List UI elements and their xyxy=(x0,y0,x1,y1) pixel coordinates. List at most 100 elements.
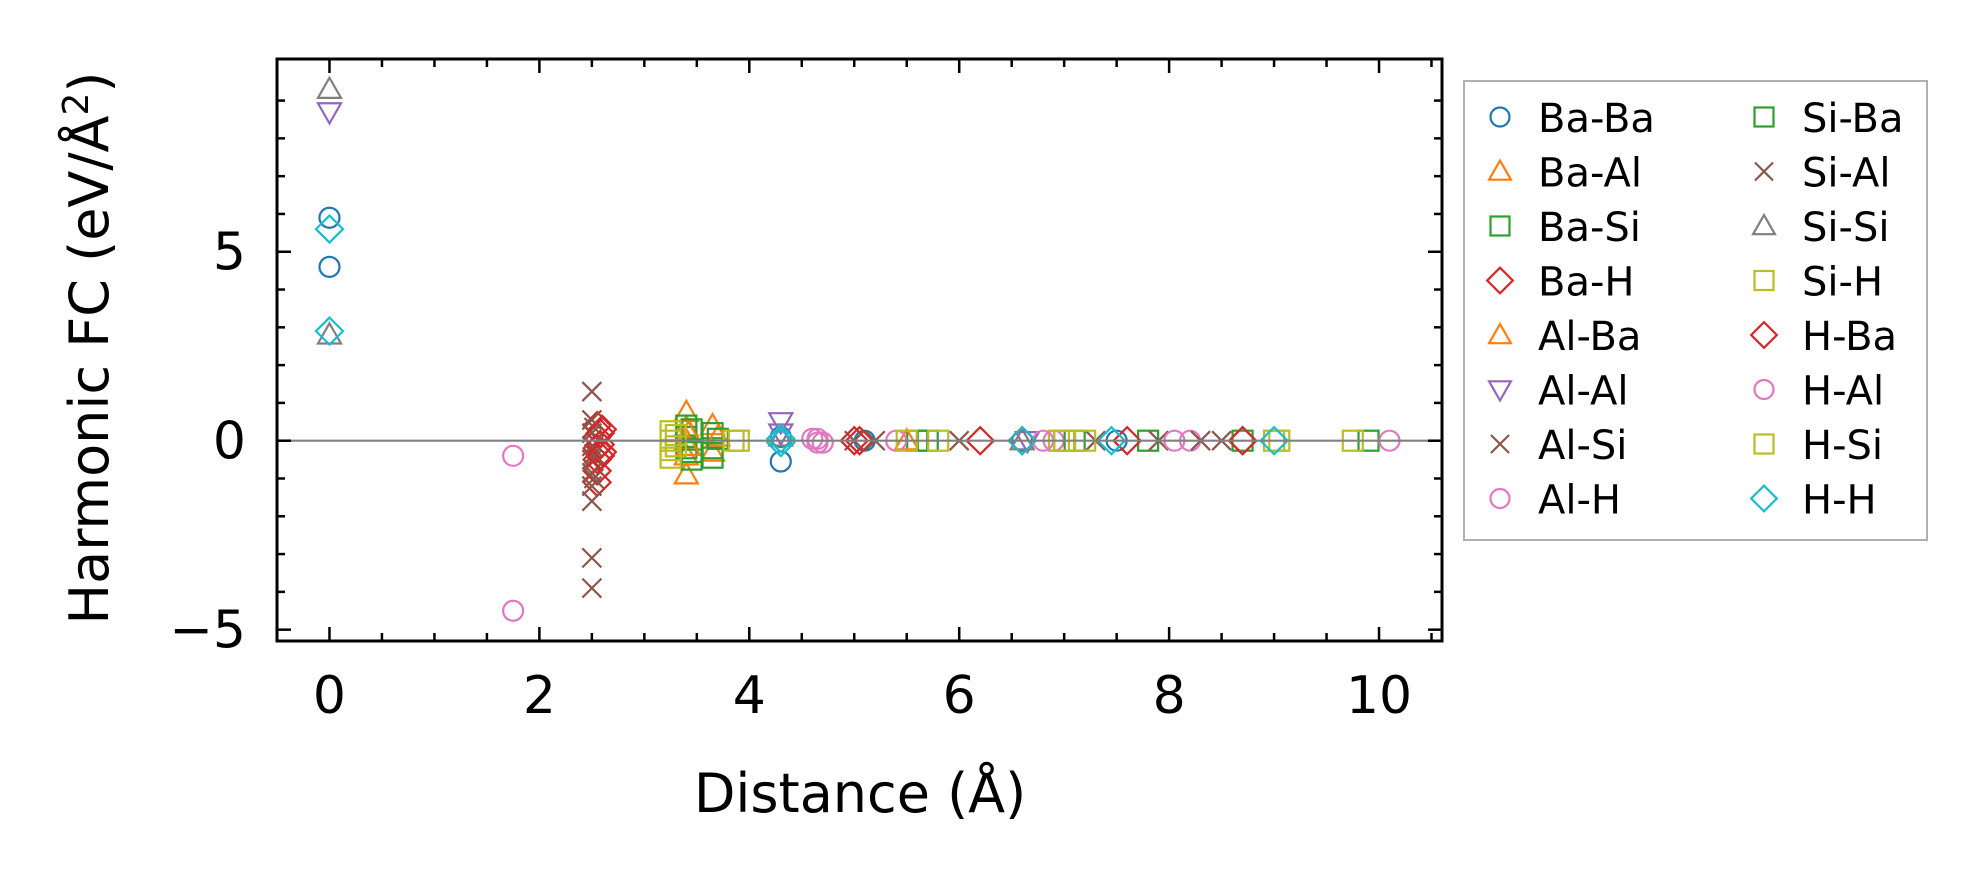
data-point xyxy=(1112,425,1143,456)
legend-label: Si-Ba xyxy=(1802,96,1903,142)
series-si-si xyxy=(316,75,1036,451)
x-tick-label: 0 xyxy=(313,666,346,726)
legend-item: H-Ba xyxy=(1749,314,1897,360)
data-point xyxy=(664,423,687,447)
legend-item: H-Al xyxy=(1753,369,1884,415)
legend-marker xyxy=(1489,215,1511,237)
legend-marker xyxy=(1489,106,1511,128)
series-al-al xyxy=(316,102,1041,455)
data-point xyxy=(1259,425,1290,456)
legend-frame xyxy=(1463,80,1928,541)
data-point xyxy=(765,427,796,458)
legend-item: Ba-Ba xyxy=(1489,96,1655,142)
legend-marker xyxy=(1487,380,1513,403)
series-al-ba xyxy=(675,419,921,457)
axis-ticks xyxy=(275,59,1442,641)
series-h-h xyxy=(314,214,1290,458)
data-point xyxy=(318,255,341,278)
legend-item: Ba-Si xyxy=(1489,205,1641,251)
data-point xyxy=(839,425,870,456)
data-point xyxy=(314,214,345,245)
legend-marker xyxy=(1753,433,1775,455)
data-point xyxy=(314,316,345,347)
legend-label: H-Si xyxy=(1802,423,1883,469)
legend-item: Si-Si xyxy=(1751,205,1889,251)
legend-label: Al-Al xyxy=(1538,369,1629,415)
legend-label: Si-Al xyxy=(1802,151,1891,197)
legend-item: Al-Si xyxy=(1490,423,1627,469)
legend-item: Al-H xyxy=(1489,478,1621,524)
legend-item: Al-Ba xyxy=(1487,314,1641,360)
data-point xyxy=(581,577,603,599)
y-tick-label: −5 xyxy=(169,601,246,661)
data-point xyxy=(582,455,613,486)
legend-label: Ba-Al xyxy=(1538,151,1642,197)
x-axis-label: Distance (Å) xyxy=(694,761,1026,825)
legend-marker xyxy=(1485,266,1515,295)
legend-label: Ba-H xyxy=(1538,260,1634,306)
data-point xyxy=(811,431,834,454)
data-point xyxy=(1227,425,1258,456)
data-points xyxy=(314,75,1401,622)
data-point xyxy=(502,599,525,622)
legend: Ba-Ba Ba-Al Ba-Si Ba-H Al-Ba Al-Al Al-Si Al-H Si… xyxy=(1463,80,1928,541)
legend-marker xyxy=(1753,378,1775,401)
plot-frame xyxy=(275,57,1444,643)
data-point xyxy=(1008,426,1036,451)
y-axis-label-superscript: 2 xyxy=(56,93,97,116)
data-point xyxy=(583,468,605,489)
legend-label: H-Ba xyxy=(1802,314,1897,360)
legend-item: H-Si xyxy=(1753,423,1883,469)
legend-item: Al-Al xyxy=(1487,369,1629,415)
data-point xyxy=(581,547,603,569)
x-tick-labels: 0 2 4 6 8 10 xyxy=(313,666,1412,726)
data-point xyxy=(1096,425,1127,456)
legend-item: H-H xyxy=(1749,478,1877,524)
y-tick-label: 5 xyxy=(213,223,246,283)
legend-marker xyxy=(1753,269,1775,292)
x-tick-label: 6 xyxy=(943,666,976,726)
legend-marker xyxy=(1487,158,1513,181)
data-point xyxy=(699,438,726,462)
y-axis-label: Harmonic FC (eV/Å2) xyxy=(56,72,121,625)
y-axis-label-main: Harmonic FC (eV/Å xyxy=(57,115,121,624)
legend-marker xyxy=(1490,434,1510,454)
legend-label: Ba-Ba xyxy=(1538,96,1655,142)
data-point xyxy=(581,490,603,512)
legend-marker xyxy=(1489,487,1511,510)
data-point xyxy=(765,423,796,454)
y-axis-label-close: ) xyxy=(58,72,121,93)
legend-marker xyxy=(1749,484,1779,513)
data-point xyxy=(585,440,616,471)
legend-marker xyxy=(1487,321,1513,345)
data-point xyxy=(581,381,603,402)
data-point xyxy=(672,398,700,423)
data-point xyxy=(502,444,525,467)
data-point xyxy=(769,450,792,473)
data-point xyxy=(893,426,921,451)
data-point xyxy=(801,427,824,450)
legend-marker xyxy=(1753,106,1775,128)
legend-item: Si-Al xyxy=(1754,151,1891,197)
legend-label: Al-Si xyxy=(1538,423,1627,469)
series-al-h xyxy=(502,427,1401,622)
x-tick-label: 8 xyxy=(1153,666,1186,726)
y-tick-labels: −5 0 5 xyxy=(169,223,246,661)
data-point xyxy=(672,460,700,485)
x-tick-label: 2 xyxy=(523,666,556,726)
legend-marker xyxy=(1754,161,1774,182)
y-tick-label: 0 xyxy=(213,412,246,472)
legend-label: H-H xyxy=(1802,478,1877,524)
data-point xyxy=(316,75,343,99)
legend-item: Ba-H xyxy=(1485,260,1634,306)
legend-marker xyxy=(1751,212,1777,236)
legend-label: H-Al xyxy=(1802,369,1884,415)
legend-label: Al-Ba xyxy=(1538,314,1641,360)
data-point xyxy=(767,412,795,436)
x-tick-label: 4 xyxy=(733,666,766,726)
legend-label: Al-H xyxy=(1538,478,1621,524)
data-point xyxy=(1007,425,1038,456)
data-point xyxy=(664,435,687,458)
data-point xyxy=(318,206,341,229)
